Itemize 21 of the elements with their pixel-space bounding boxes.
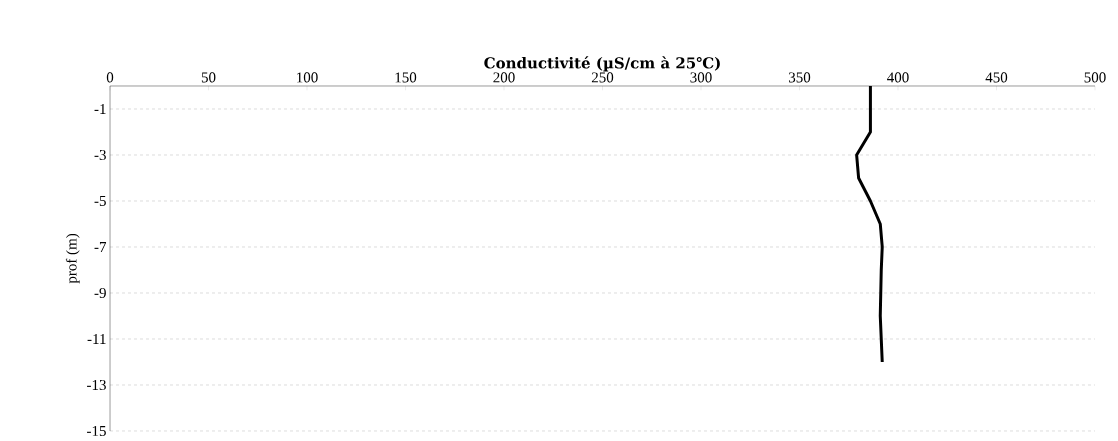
y-tick-label: -9 [94, 287, 106, 299]
y-axis-title: prof (m) [65, 233, 80, 284]
y-tick-label: -13 [87, 379, 106, 391]
x-tick-label: 450 [985, 72, 1008, 83]
x-tick-label: 400 [887, 72, 909, 83]
x-tick-label: 100 [297, 72, 318, 83]
y-tick-label: -1 [94, 104, 106, 114]
x-tick-label: 350 [788, 72, 811, 83]
y-tick-label: -3 [94, 149, 106, 161]
y-tick-label: -7 [94, 242, 107, 252]
y-tick-label: -11 [87, 334, 106, 344]
x-tick-label: 200 [493, 72, 515, 83]
x-tick-label: 50 [201, 72, 216, 83]
x-tick-label: 500 [1084, 72, 1106, 83]
x-tick-label: 0 [106, 72, 114, 83]
x-tick-label: 250 [591, 72, 614, 83]
y-tick-label: -15 [87, 425, 106, 436]
x-tick-label: 300 [690, 72, 712, 83]
y-tick-label: -5 [94, 196, 106, 206]
x-tick-label: 150 [395, 72, 417, 83]
x-axis-title: Conductivité (µS/cm à 25℃) [484, 56, 720, 72]
